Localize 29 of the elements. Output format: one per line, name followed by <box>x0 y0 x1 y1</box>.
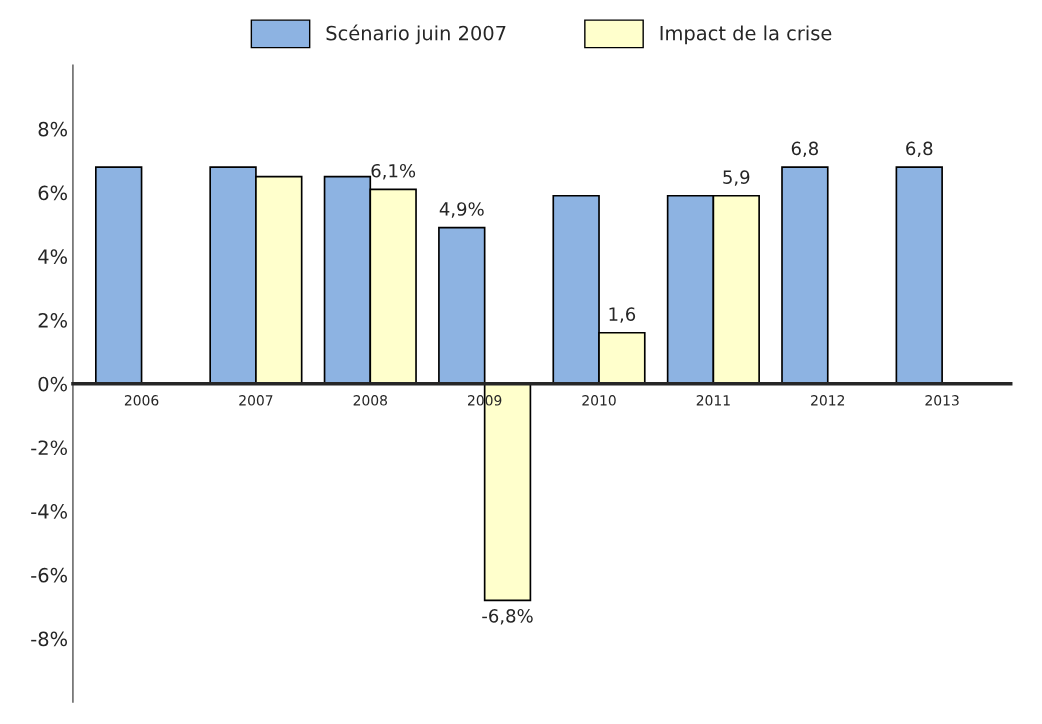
bar <box>94 166 143 385</box>
y-tick-label: -2% <box>31 440 68 456</box>
data-label: 6,8 <box>906 141 933 158</box>
data-label: 6,1% <box>371 163 416 180</box>
x-tick-label: 2008 <box>353 395 388 406</box>
data-label: 6,8 <box>791 141 818 158</box>
y-tick-label: 2% <box>38 312 68 328</box>
legend-label: Scénario juin 2007 <box>326 24 506 45</box>
bar <box>895 166 943 385</box>
legend-label: Impact de la crise <box>660 25 832 45</box>
x-tick-label: 2006 <box>124 395 159 406</box>
data-label: -6,8% <box>482 608 533 625</box>
bar <box>781 166 829 385</box>
y-tick-label: -6% <box>31 567 68 583</box>
data-label: 4,9% <box>439 202 484 218</box>
data-label: 1,6 <box>609 307 636 323</box>
data-label: 5,9 <box>723 170 750 186</box>
bar <box>438 226 486 385</box>
y-tick-label: 4% <box>38 249 68 264</box>
x-tick-label: 2007 <box>239 395 273 406</box>
y-tick-label: -4% <box>31 504 68 519</box>
x-tick-label: 2012 <box>811 395 845 406</box>
x-tick-label: 2010 <box>582 395 616 406</box>
x-tick-label: 2013 <box>925 395 959 406</box>
x-tick-label: 2011 <box>696 395 730 406</box>
y-tick-label: -8% <box>31 631 68 647</box>
y-tick-label: 8% <box>38 121 68 137</box>
y-tick-label: 0% <box>38 376 68 392</box>
y-tick-label: 6% <box>38 185 68 201</box>
